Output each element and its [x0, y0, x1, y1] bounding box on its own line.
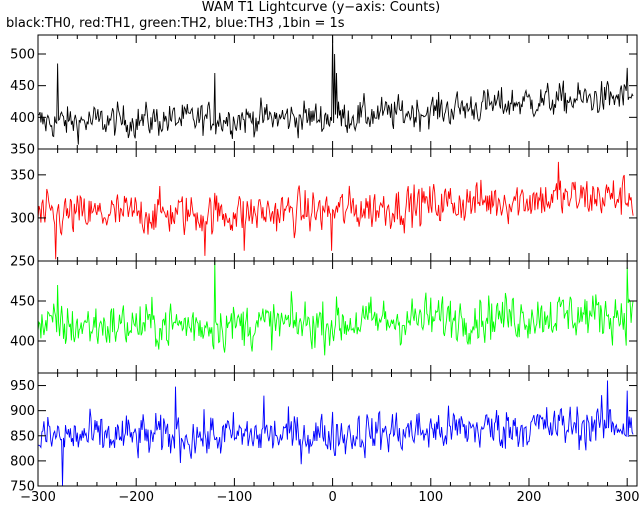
y-tick-label: 850 [10, 429, 35, 444]
y-tick-label: 750 [10, 480, 35, 495]
x-tick-label: −100 [217, 490, 253, 505]
y-tick-label: 350 [10, 168, 35, 183]
y-tick-label: 900 [10, 404, 35, 419]
x-tick-label: −300 [20, 490, 56, 505]
y-tick-label: 350 [10, 143, 35, 158]
chart-subtitle: black:TH0, red:TH1, green:TH2, blue:TH3 … [6, 16, 345, 31]
y-tick-label: 250 [10, 255, 35, 270]
y-tick-label: 800 [10, 454, 35, 469]
y-tick-label: 400 [10, 335, 35, 350]
series-line-th1 [37, 161, 634, 260]
y-tick-label: 450 [10, 79, 35, 94]
series-line-th2 [37, 260, 634, 356]
y-tick-label: 450 [10, 295, 35, 310]
y-tick-label: 400 [10, 111, 35, 126]
panel-th3: 750 800 850 900 950 [10, 372, 638, 495]
x-tick-label: 100 [418, 490, 443, 505]
x-tick-label: 300 [615, 490, 640, 505]
panel-th1: 250 300 350 [10, 148, 638, 270]
series-line-th3 [37, 380, 634, 487]
panel-th0: 350 400 450 500 [10, 34, 638, 158]
chart-title: WAM T1 Lightcurve (y−axis: Counts) [201, 0, 441, 15]
x-tick-label: 200 [517, 490, 542, 505]
y-tick-label: 500 [10, 48, 35, 63]
x-tick-label: 0 [328, 490, 336, 505]
panel-frame [37, 372, 638, 487]
x-tick-label: −200 [118, 490, 154, 505]
panel-th2: 400 450 [10, 260, 638, 374]
y-tick-label: 300 [10, 211, 35, 226]
series-line-th0 [37, 34, 634, 145]
y-tick-label: 950 [10, 379, 35, 394]
